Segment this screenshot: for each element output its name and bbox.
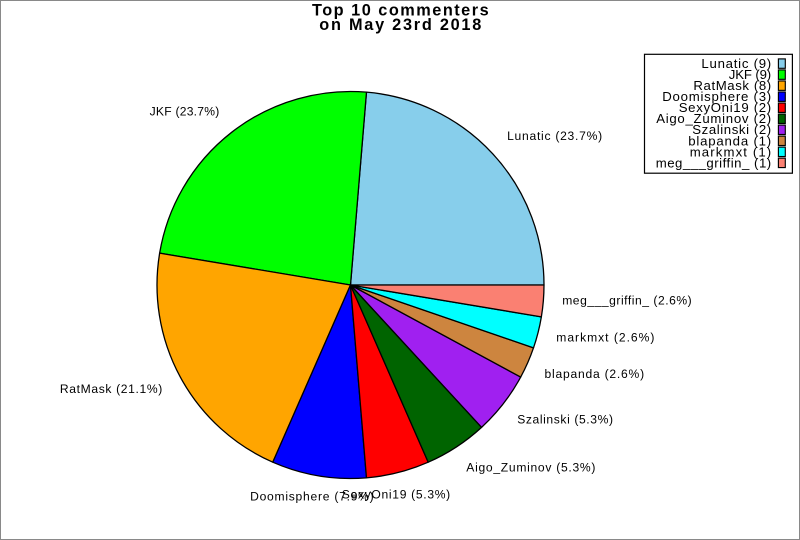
svg-text:SexyOni19 (5.3%): SexyOni19 (5.3%) xyxy=(342,488,450,502)
svg-text:Aigo_Zuminov (5.3%): Aigo_Zuminov (5.3%) xyxy=(466,461,595,475)
svg-text:markmxt (1): markmxt (1) xyxy=(690,144,772,159)
svg-text:Top 10 commenters: Top 10 commenters xyxy=(312,2,489,20)
svg-text:RatMask (8): RatMask (8) xyxy=(693,78,771,93)
svg-text:markmxt (2.6%): markmxt (2.6%) xyxy=(556,331,654,345)
svg-text:Lunatic (23.7%): Lunatic (23.7%) xyxy=(507,129,602,143)
svg-text:Aigo_Zuminov (2): Aigo_Zuminov (2) xyxy=(656,111,771,126)
svg-text:Lunatic (9): Lunatic (9) xyxy=(701,56,771,71)
svg-text:meg___griffin_ (2.6%): meg___griffin_ (2.6%) xyxy=(562,294,692,308)
svg-text:on May 23rd 2018: on May 23rd 2018 xyxy=(319,16,481,34)
svg-text:JKF (9): JKF (9) xyxy=(729,67,771,82)
svg-text:meg___griffin_ (1): meg___griffin_ (1) xyxy=(656,155,772,170)
svg-text:Doomisphere (3): Doomisphere (3) xyxy=(662,89,771,104)
svg-text:Szalinski (5.3%): Szalinski (5.3%) xyxy=(517,413,613,427)
svg-text:Doomisphere (7.9%): Doomisphere (7.9%) xyxy=(250,490,374,504)
svg-text:RatMask (21.1%): RatMask (21.1%) xyxy=(60,382,162,396)
svg-text:blapanda (2.6%): blapanda (2.6%) xyxy=(545,367,645,381)
svg-text:blapanda (1): blapanda (1) xyxy=(688,133,771,148)
svg-text:Szalinski (2): Szalinski (2) xyxy=(692,122,771,137)
svg-text:JKF (23.7%): JKF (23.7%) xyxy=(150,104,220,118)
svg-text:SexyOni19 (2): SexyOni19 (2) xyxy=(679,100,772,115)
